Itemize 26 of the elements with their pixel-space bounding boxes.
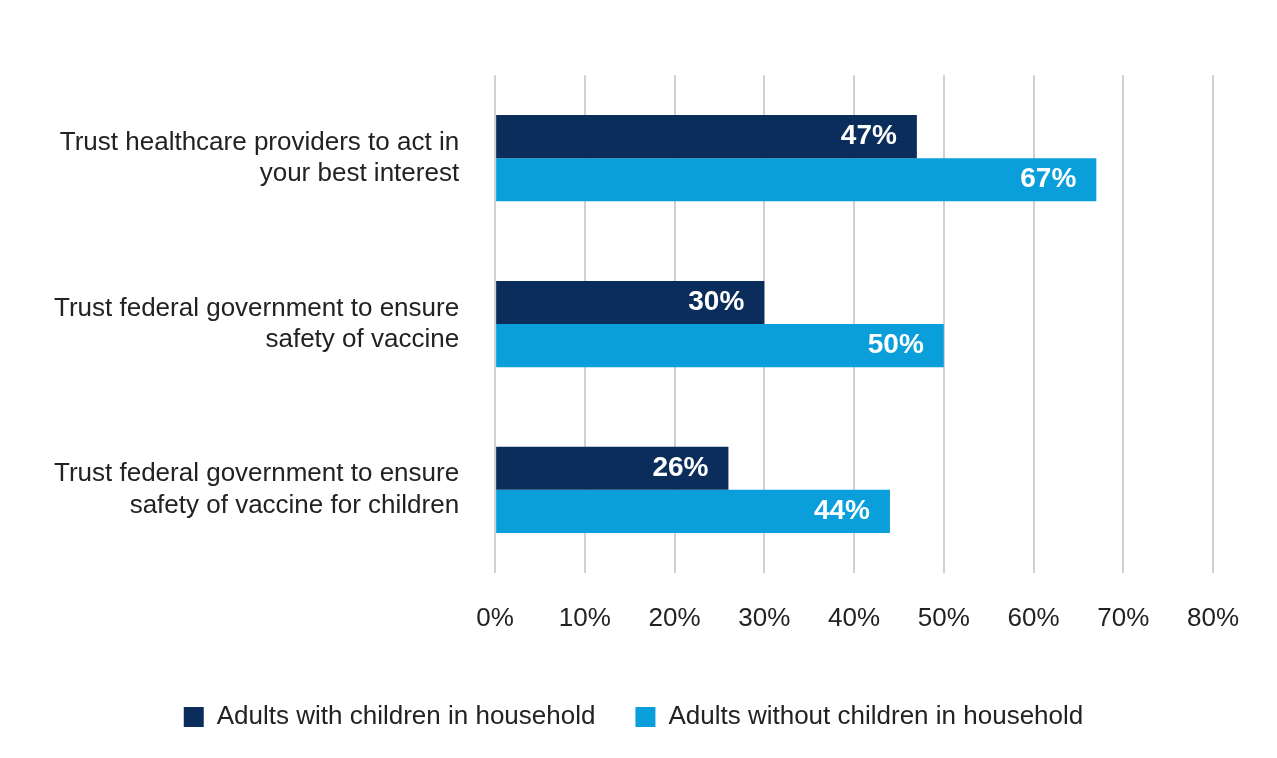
- x-tick-label: 30%: [738, 601, 791, 632]
- bar: [496, 324, 944, 368]
- y-tick-label: Trust federal government to ensure safety of vaccine: [53, 291, 460, 353]
- data-label: 50%: [867, 328, 924, 360]
- x-tick-label: 80%: [1186, 601, 1239, 632]
- y-tick-label: Trust healthcare providers to act in your best interest: [59, 125, 460, 187]
- x-tick-label: 40%: [828, 601, 881, 632]
- x-tick-label: 70%: [1097, 601, 1150, 632]
- bar: [496, 115, 917, 159]
- data-label: 44%: [813, 494, 871, 526]
- data-label: 30%: [688, 285, 745, 317]
- x-tick-label: 0%: [476, 601, 514, 632]
- legend-label: Adults without children in household: [668, 700, 1084, 731]
- legend-label: Adults with children in household: [216, 700, 596, 731]
- x-tick-label: 20%: [648, 601, 701, 632]
- data-label: 47%: [840, 119, 897, 151]
- y-tick-label: Trust federal government to ensure safety of vaccine for children: [53, 457, 460, 519]
- x-tick-label: 10%: [558, 601, 611, 632]
- data-label: 67%: [1020, 162, 1077, 194]
- x-tick-label: 60%: [1007, 601, 1060, 632]
- bar: [496, 158, 1097, 202]
- data-label: 26%: [652, 451, 709, 483]
- bar: [496, 489, 890, 533]
- bar: [496, 446, 729, 490]
- x-tick-label: 50%: [917, 601, 970, 632]
- bar: [496, 280, 765, 324]
